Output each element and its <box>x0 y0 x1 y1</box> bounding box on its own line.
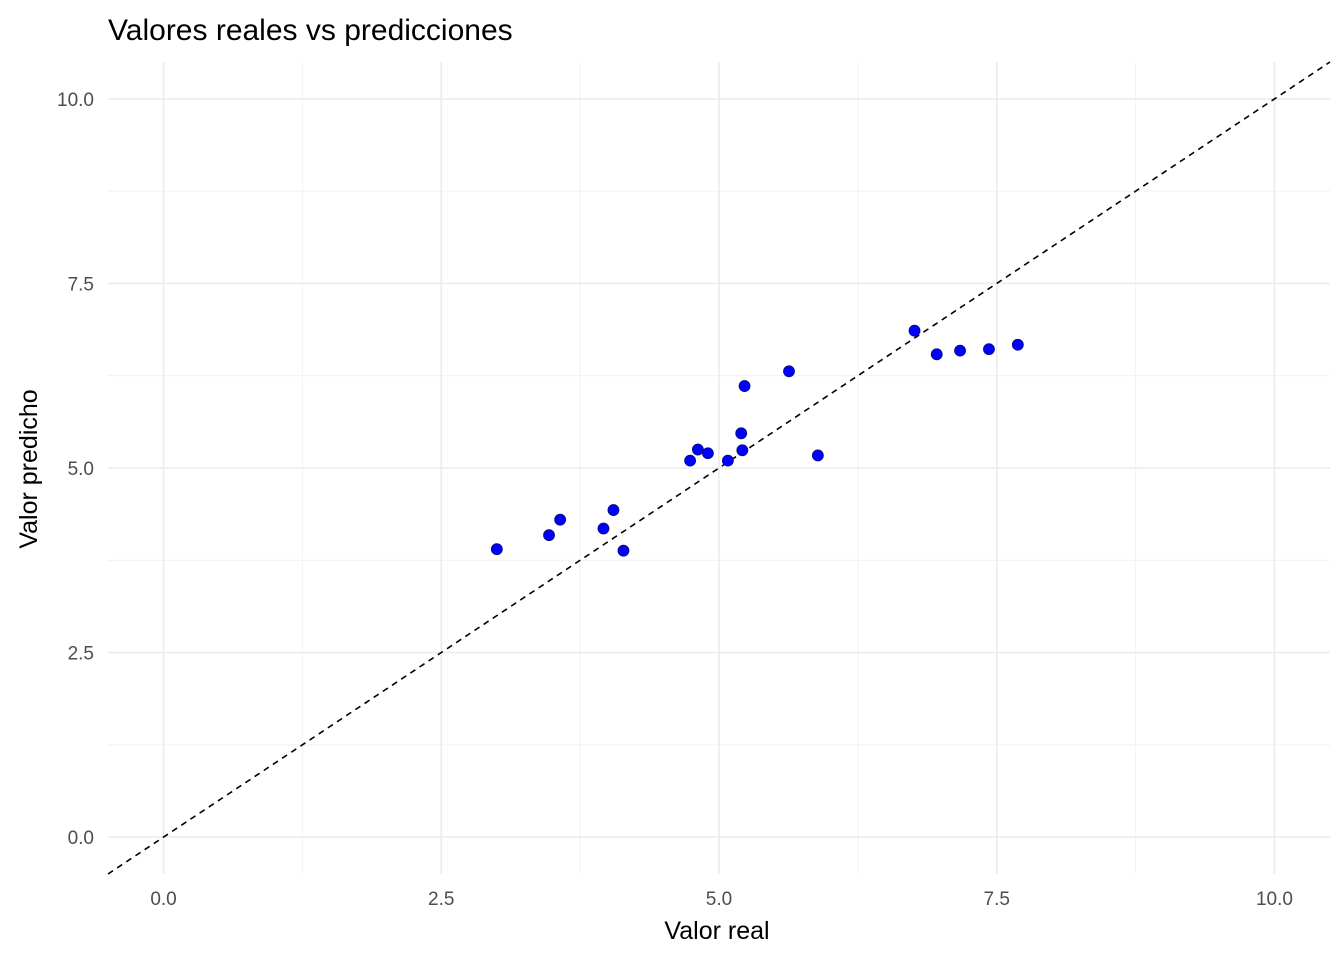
data-point <box>1011 338 1024 351</box>
chart-title: Valores reales vs predicciones <box>108 14 513 47</box>
data-point <box>617 544 630 557</box>
x-tick-label: 2.5 <box>428 889 454 910</box>
data-point <box>701 447 714 460</box>
y-axis-ticks: 0.0 2.5 5.0 7.5 10.0 <box>57 90 94 849</box>
y-axis-title: Valor predicho <box>15 389 43 548</box>
data-point <box>597 522 610 535</box>
x-tick-label: 0.0 <box>150 889 176 910</box>
data-point <box>736 444 749 457</box>
x-axis-ticks: 0.0 2.5 5.0 7.5 10.0 <box>150 889 1293 910</box>
y-tick-label: 0.0 <box>68 828 94 849</box>
data-point <box>930 348 943 361</box>
reference-line <box>107 61 1331 875</box>
data-point <box>721 454 734 467</box>
data-point <box>783 365 795 378</box>
data-point <box>983 343 995 356</box>
x-tick-label: 5.0 <box>706 889 732 910</box>
data-point <box>607 504 620 516</box>
data-point <box>908 324 921 337</box>
grid <box>108 62 1330 874</box>
x-tick-label: 7.5 <box>984 889 1010 910</box>
data-point <box>738 380 751 392</box>
x-tick-label: 10.0 <box>1256 889 1293 910</box>
data-point <box>735 427 748 440</box>
x-axis-title: Valor real <box>664 917 769 945</box>
data-point <box>490 543 503 556</box>
reference-line-layer <box>107 61 1331 875</box>
data-point <box>954 344 966 357</box>
data-point <box>811 449 824 462</box>
y-tick-label: 5.0 <box>68 459 94 480</box>
points-layer <box>490 324 1024 557</box>
y-tick-label: 7.5 <box>68 274 94 295</box>
y-tick-label: 2.5 <box>68 644 94 665</box>
data-point <box>691 443 704 456</box>
y-tick-label: 10.0 <box>57 90 94 111</box>
data-point <box>554 513 567 526</box>
data-point <box>684 454 697 467</box>
data-point <box>543 529 555 542</box>
